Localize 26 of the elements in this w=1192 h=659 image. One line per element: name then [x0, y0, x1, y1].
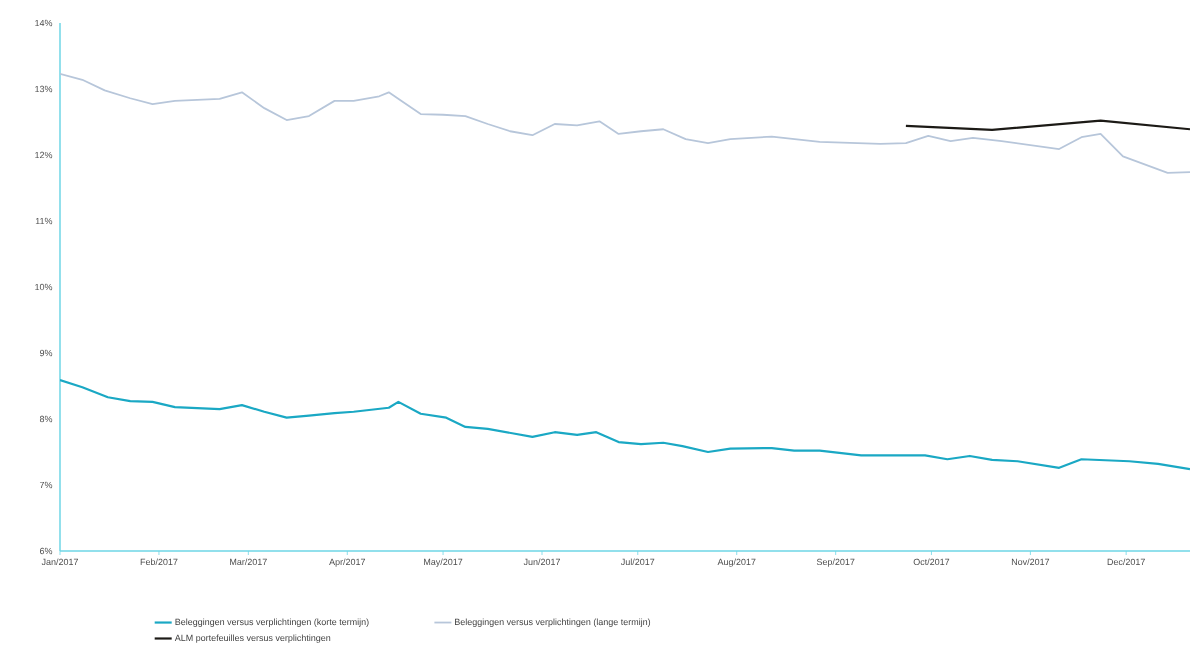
y-tick-label: 11%	[35, 217, 53, 225]
x-tick-label: Jul/2017	[620, 558, 655, 566]
y-tick-label: 9%	[39, 349, 53, 357]
y-tick-label: 13%	[35, 85, 53, 93]
line-series	[904, 119, 1190, 132]
y-tick-label: 14%	[35, 19, 53, 27]
line-series	[60, 72, 1190, 174]
y-tick-label: 10%	[35, 283, 53, 291]
legend-label: Beleggingen versus verplichtingen (lange termijn)	[455, 618, 651, 627]
legend-label: ALM portefeuilles versus verplichtingen	[174, 634, 331, 643]
x-tick-label: Apr/2017	[329, 558, 366, 567]
legend-label: Beleggingen versus verplichtingen (korte termijn)	[175, 618, 369, 627]
x-tick-label: Dec/2017	[1107, 558, 1145, 566]
x-tick-label: May/2017	[424, 558, 463, 567]
x-tick-label: Aug/2017	[717, 558, 756, 567]
x-tick-label: Oct/2017	[913, 558, 950, 566]
x-tick-label: Jun/2017	[523, 558, 560, 566]
y-tick-label: 8%	[39, 415, 53, 423]
x-tick-label: Feb/2017	[140, 558, 178, 566]
x-tick-label: Jan/2017	[41, 558, 78, 566]
y-tick-label: 7%	[39, 481, 53, 489]
y-tick-label: 12%	[35, 151, 53, 159]
x-tick-label: Sep/2017	[816, 558, 855, 567]
x-tick-label: Nov/2017	[1011, 558, 1050, 566]
y-tick-label: 6%	[39, 547, 53, 555]
x-tick-label: Mar/2017	[230, 558, 267, 566]
